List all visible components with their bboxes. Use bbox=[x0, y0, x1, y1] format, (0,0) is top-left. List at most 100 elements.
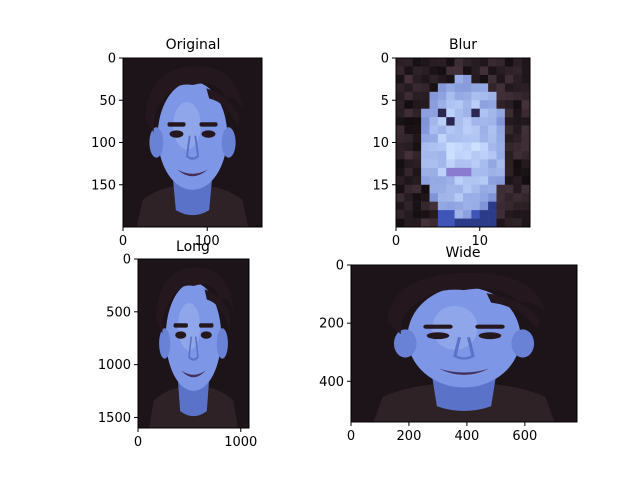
blur-pixel bbox=[488, 218, 497, 228]
subplot-title-wide: Wide bbox=[446, 245, 481, 261]
blur-pixel bbox=[496, 74, 506, 84]
blur-pixel bbox=[479, 176, 489, 186]
blur-pixel bbox=[412, 150, 422, 160]
blur-pixel bbox=[437, 150, 447, 160]
blur-pixel bbox=[496, 91, 506, 101]
blur-pixel bbox=[412, 210, 422, 219]
blur-pixel bbox=[437, 201, 447, 211]
blur-pixel bbox=[404, 83, 414, 93]
blur-pixel bbox=[437, 193, 447, 202]
blur-pixel bbox=[404, 184, 414, 194]
subplot-title-long: Long bbox=[176, 239, 210, 255]
blur-pixel bbox=[446, 159, 455, 169]
blur-pixel bbox=[471, 100, 481, 109]
blur-pixel bbox=[479, 218, 489, 228]
blur-pixel bbox=[488, 167, 497, 177]
blur-pixel bbox=[496, 150, 506, 160]
blur-pixel bbox=[463, 66, 472, 76]
blur-pixel bbox=[404, 167, 414, 177]
blur-pixel bbox=[412, 74, 422, 84]
blur-pixel bbox=[396, 117, 405, 126]
blur-pixel bbox=[521, 201, 531, 211]
blur-pixel bbox=[504, 108, 514, 118]
blur-pixel bbox=[488, 210, 497, 219]
blur-pixel bbox=[463, 193, 472, 202]
y-tick-label: 0 bbox=[336, 259, 344, 274]
y-tick-label: 500 bbox=[106, 305, 131, 320]
blur-pixel bbox=[446, 66, 455, 76]
blur-pixel bbox=[454, 83, 464, 93]
blur-pixel bbox=[479, 83, 489, 93]
blur-pixel bbox=[496, 167, 506, 177]
blur-pixel bbox=[396, 108, 405, 118]
x-tick-label: 1000 bbox=[224, 435, 257, 450]
x-tick-label: 10 bbox=[471, 234, 488, 249]
blur-pixel bbox=[504, 125, 514, 135]
y-tick-label: 0 bbox=[108, 52, 116, 67]
x-tick-label: 0 bbox=[347, 429, 355, 444]
blur-pixel bbox=[396, 100, 405, 109]
blur-pixel bbox=[463, 117, 472, 126]
blur-pixel bbox=[479, 134, 489, 143]
y-tick-label: 1000 bbox=[98, 358, 131, 373]
blur-pixel bbox=[496, 218, 506, 228]
blur-pixel bbox=[446, 108, 455, 118]
blur-pixel bbox=[437, 210, 447, 219]
blur-pixel bbox=[488, 58, 497, 67]
blur-pixel bbox=[396, 167, 405, 177]
blur-pixel bbox=[454, 134, 464, 143]
blur-pixel bbox=[471, 58, 481, 67]
blur-pixel bbox=[521, 142, 531, 152]
blur-pixel bbox=[454, 66, 464, 76]
blur-pixel bbox=[471, 176, 481, 186]
blur-pixel bbox=[471, 66, 481, 76]
blur-pixel bbox=[496, 159, 506, 169]
blur-pixel bbox=[496, 108, 506, 118]
blur-pixel bbox=[446, 74, 455, 84]
blur-pixel bbox=[479, 167, 489, 177]
blur-pixel bbox=[437, 167, 447, 177]
blur-pixel bbox=[429, 125, 439, 135]
blur-pixel bbox=[396, 125, 405, 135]
blur-pixel bbox=[454, 117, 464, 126]
blur-pixel bbox=[488, 201, 497, 211]
blur-pixel bbox=[396, 201, 405, 211]
blur-pixel bbox=[437, 176, 447, 186]
blur-pixel bbox=[513, 83, 522, 93]
x-tick-label: 400 bbox=[454, 429, 479, 444]
blur-pixel bbox=[488, 142, 497, 152]
image-long bbox=[138, 259, 249, 428]
blur-pixel bbox=[504, 193, 514, 202]
blur-pixel bbox=[471, 108, 481, 118]
blur-pixel bbox=[504, 91, 514, 101]
blur-pixel bbox=[479, 58, 489, 67]
blur-pixel bbox=[488, 108, 497, 118]
blur-pixel bbox=[513, 125, 522, 135]
blur-pixel bbox=[471, 74, 481, 84]
blur-pixel bbox=[471, 201, 481, 211]
y-tick-label: 10 bbox=[372, 136, 389, 151]
blur-pixel bbox=[521, 100, 531, 109]
y-tick-label: 50 bbox=[99, 94, 116, 109]
blur-pixel bbox=[521, 159, 531, 169]
blur-pixel bbox=[504, 176, 514, 186]
blur-pixel bbox=[471, 91, 481, 101]
subplot-blur: Blur 0 10 0 5 10 15 bbox=[372, 37, 531, 249]
blur-pixel bbox=[454, 108, 464, 118]
blur-pixel bbox=[396, 176, 405, 186]
blur-pixel bbox=[513, 91, 522, 101]
blur-pixel bbox=[437, 91, 447, 101]
blur-pixel bbox=[421, 159, 430, 169]
blur-pixel bbox=[421, 91, 430, 101]
blur-pixel bbox=[404, 108, 414, 118]
blur-pixel bbox=[404, 91, 414, 101]
blur-pixel bbox=[504, 74, 514, 84]
blur-pixel bbox=[421, 100, 430, 109]
blur-pixel bbox=[404, 142, 414, 152]
blur-pixel bbox=[437, 58, 447, 67]
blur-pixel bbox=[429, 218, 439, 228]
blur-pixel bbox=[454, 167, 464, 177]
blur-pixel bbox=[446, 150, 455, 160]
blur-pixel bbox=[488, 91, 497, 101]
blur-pixel bbox=[521, 83, 531, 93]
